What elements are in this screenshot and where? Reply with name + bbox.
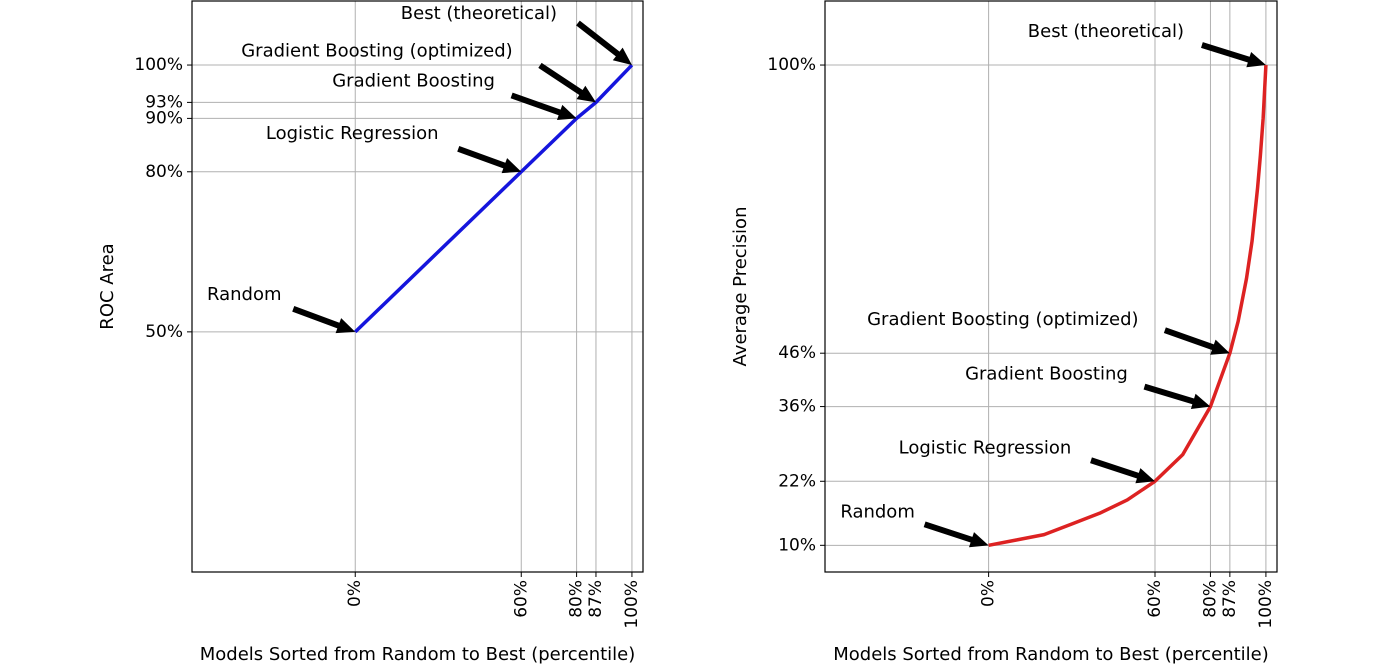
- x-tick-label: 60%: [1145, 580, 1165, 618]
- x-tick-label: 87%: [1220, 580, 1240, 618]
- x-tick-label: 60%: [511, 580, 531, 618]
- annotation-text: Gradient Boosting: [332, 70, 495, 91]
- x-tick-label: 87%: [586, 580, 606, 618]
- y-tick-label: 93%: [145, 92, 183, 112]
- x-tick-label: 100%: [622, 580, 642, 629]
- y-tick-label: 90%: [145, 108, 183, 128]
- annotation-arrow: [1090, 457, 1155, 484]
- annotation-arrow: [292, 306, 356, 334]
- plot-frame: [824, 0, 1278, 573]
- annotation-arrow: [1163, 327, 1230, 355]
- annotation-text: Gradient Boosting (optimized): [867, 309, 1138, 330]
- y-axis-label: Average Precision: [730, 207, 751, 367]
- annotation-text: Logistic Regression: [899, 437, 1072, 458]
- annotation-arrow: [457, 145, 522, 174]
- annotation-arrow: [538, 62, 596, 103]
- y-tick-label: 22%: [778, 471, 816, 491]
- y-tick-label: 100%: [767, 55, 816, 75]
- annotation-text: Best (theoretical): [401, 3, 557, 24]
- data-line: [354, 63, 634, 334]
- y-tick-label: 10%: [778, 535, 816, 555]
- annotation-arrow: [576, 20, 632, 66]
- annotation-arrow: [1201, 42, 1266, 68]
- x-tick-label: 0%: [345, 580, 365, 607]
- annotation-arrow: [1143, 383, 1211, 410]
- annotation-text: Random: [840, 501, 915, 522]
- y-tick-label: 80%: [145, 162, 183, 182]
- x-axis-label: Models Sorted from Random to Best (perce…: [833, 644, 1269, 665]
- annotation-text: Best (theoretical): [1028, 21, 1184, 42]
- y-tick-label: 36%: [778, 397, 816, 417]
- annotation-text: Gradient Boosting (optimized): [241, 40, 512, 61]
- y-tick-label: 50%: [145, 322, 183, 342]
- y-tick-label: 46%: [778, 343, 816, 363]
- annotation-text: Gradient Boosting: [965, 364, 1128, 385]
- annotation-arrow: [923, 521, 989, 548]
- y-tick-label: 100%: [134, 55, 183, 75]
- plot-frame: [191, 0, 644, 573]
- x-tick-label: 80%: [1200, 580, 1220, 618]
- annotation-text: Random: [207, 284, 282, 305]
- y-axis-label: ROC Area: [97, 243, 118, 329]
- annotation-text: Logistic Regression: [266, 123, 439, 144]
- x-tick-label: 80%: [567, 580, 587, 618]
- annotation-arrow: [510, 92, 577, 120]
- x-axis-label: Models Sorted from Random to Best (perce…: [200, 644, 636, 665]
- x-tick-label: 0%: [979, 580, 999, 607]
- x-tick-label: 100%: [1256, 580, 1276, 629]
